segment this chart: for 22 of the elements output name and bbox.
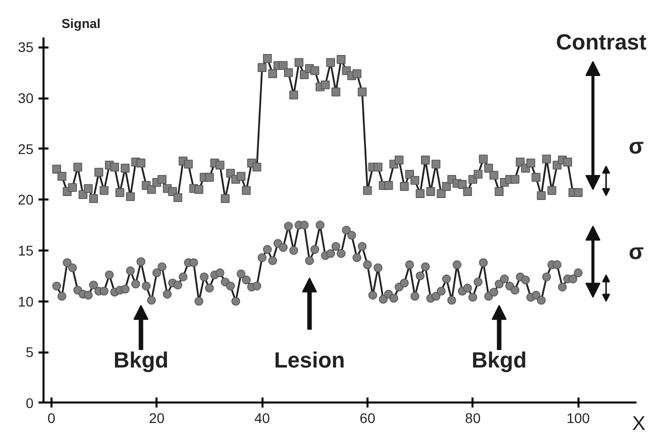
annotation: Contrast bbox=[556, 30, 648, 55]
annotation: σ bbox=[628, 238, 644, 264]
y-tick-label: 20 bbox=[18, 192, 34, 208]
y-tick-label: 0 bbox=[26, 394, 34, 411]
x-tick-label: 20 bbox=[148, 410, 165, 426]
y-tick-label: 10 bbox=[18, 293, 34, 310]
annotation: Bkgd bbox=[113, 348, 168, 373]
y-tick-label: 25 bbox=[18, 140, 34, 157]
x-tick-label: 60 bbox=[360, 410, 376, 426]
annotation: Bkgd bbox=[472, 348, 527, 373]
y-tick-label: 35 bbox=[18, 39, 34, 56]
x-tick-label: 80 bbox=[465, 410, 481, 426]
x-axis-title: X bbox=[632, 412, 646, 435]
y-tick-label: 15 bbox=[18, 242, 34, 258]
x-tick-label: 40 bbox=[254, 410, 270, 426]
x-tick-label: 0 bbox=[48, 410, 56, 426]
y-tick-label: 5 bbox=[26, 344, 34, 360]
annotation: Lesion bbox=[274, 348, 345, 373]
y-axis-title: Signal bbox=[62, 16, 101, 32]
y-tick-label: 30 bbox=[18, 90, 34, 106]
x-tick-label: 100 bbox=[566, 410, 590, 426]
annotation: σ bbox=[628, 133, 644, 158]
